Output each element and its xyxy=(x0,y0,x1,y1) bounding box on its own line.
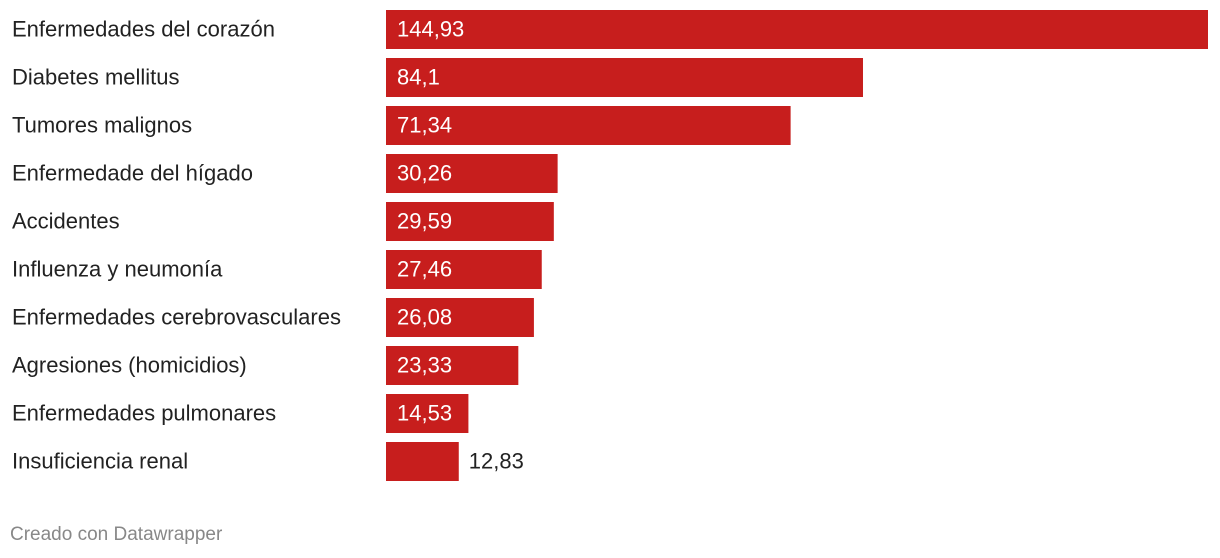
credit-note: Creado con Datawrapper xyxy=(10,524,223,545)
value-label: 26,08 xyxy=(397,304,452,329)
value-label: 144,93 xyxy=(397,16,464,41)
category-label: Diabetes mellitus xyxy=(12,64,180,89)
value-label: 30,26 xyxy=(397,160,452,185)
category-label: Agresiones (homicidios) xyxy=(12,352,247,377)
value-label: 71,34 xyxy=(397,112,452,137)
bar xyxy=(386,250,542,289)
category-label: Tumores malignos xyxy=(12,112,192,137)
category-label: Enfermedades cerebrovasculares xyxy=(12,304,341,329)
category-label: Enfermedades del corazón xyxy=(12,16,275,41)
value-label: 29,59 xyxy=(397,208,452,233)
value-label: 12,83 xyxy=(469,448,524,473)
bar xyxy=(386,394,469,433)
bar xyxy=(386,58,863,97)
bar xyxy=(386,10,1208,49)
value-label: 14,53 xyxy=(397,400,452,425)
value-label: 23,33 xyxy=(397,352,452,377)
bar xyxy=(386,202,554,241)
category-label: Accidentes xyxy=(12,208,120,233)
value-label: 84,1 xyxy=(397,64,440,89)
bar xyxy=(386,442,459,481)
bar xyxy=(386,154,558,193)
category-label: Influenza y neumonía xyxy=(12,256,223,281)
bar xyxy=(386,346,519,385)
bar xyxy=(386,106,791,145)
category-label: Insuficiencia renal xyxy=(12,448,188,473)
category-label: Enfermedade del hígado xyxy=(12,160,253,185)
category-label: Enfermedades pulmonares xyxy=(12,400,276,425)
bar xyxy=(386,298,534,337)
value-label: 27,46 xyxy=(397,256,452,281)
